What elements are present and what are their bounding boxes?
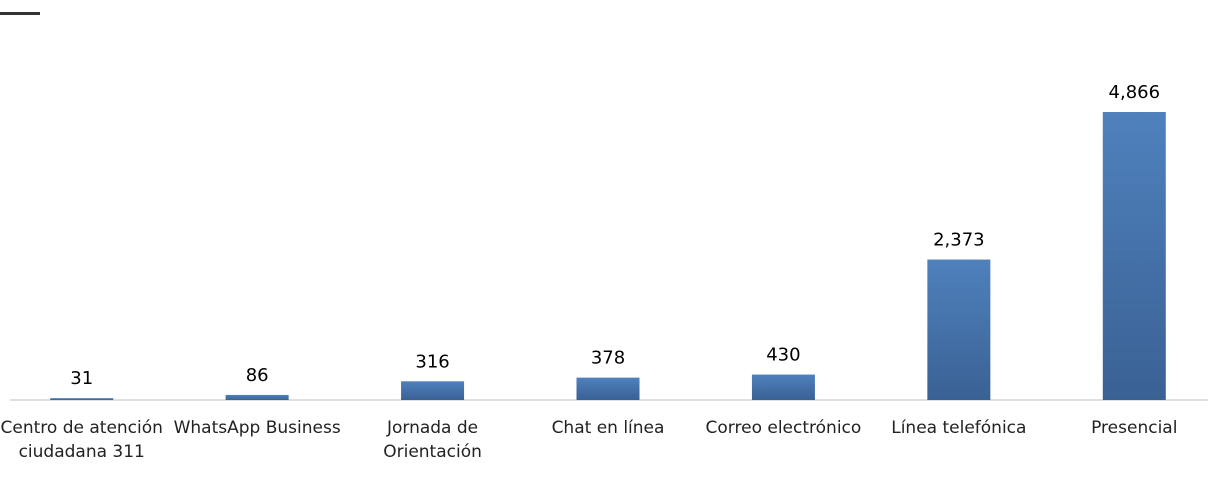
x-tick-label: Chat en línea	[551, 418, 665, 438]
bar	[401, 381, 465, 400]
x-tick-label: Jornada de Orientación	[383, 418, 482, 462]
bar	[751, 374, 815, 400]
data-label: 378	[591, 348, 625, 369]
data-label: 4,866	[1109, 82, 1161, 103]
bar	[225, 394, 289, 400]
bar	[576, 377, 640, 400]
x-tick-label: Línea telefónica	[891, 418, 1027, 438]
data-label: 430	[766, 345, 800, 366]
data-label: 316	[415, 351, 449, 372]
bar	[1102, 112, 1166, 400]
data-label: 31	[70, 368, 93, 389]
data-label: 2,373	[933, 230, 985, 251]
data-label: 86	[246, 365, 269, 386]
bar	[927, 259, 991, 400]
bar	[50, 398, 114, 400]
x-tick-label: WhatsApp Business	[173, 418, 341, 438]
x-tick-label: Centro de atención ciudadana 311	[0, 418, 163, 462]
x-tick-label: Presencial	[1091, 418, 1178, 438]
x-tick-label: Correo electrónico	[705, 418, 862, 438]
corner-mark	[0, 12, 40, 15]
